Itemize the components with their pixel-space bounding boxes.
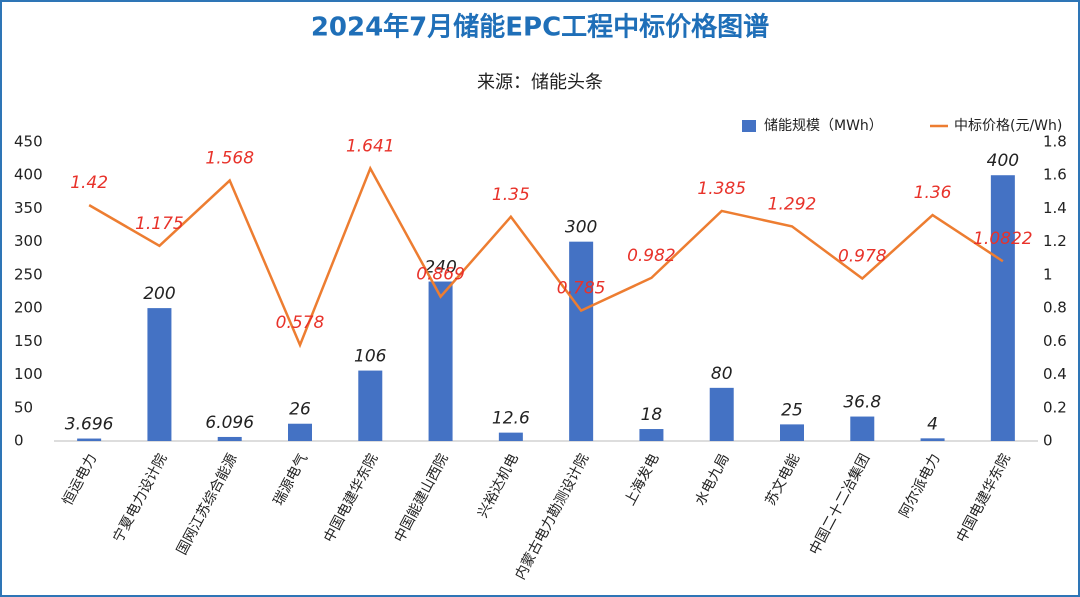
y2-tick-label: 1.4 [1043,199,1067,217]
bar [288,423,312,441]
y-tick-label: 450 [14,133,43,151]
line-value-label: 0.578 [276,313,325,333]
bar [780,424,804,441]
bar [77,438,102,441]
bar [498,432,523,441]
bar-value-label: 36.8 [843,393,881,413]
bar [217,436,242,441]
legend-label: 中标价格(元/Wh) [954,118,1062,134]
line-value-label: 1.36 [914,183,952,203]
bar-value-label: 300 [565,218,597,238]
bar [639,429,664,441]
y2-tick-label: 1.8 [1043,133,1067,151]
y-tick-label: 0 [14,432,24,450]
y2-tick-label: 0.8 [1043,299,1067,317]
bar-value-label: 106 [354,347,387,367]
y-tick-label: 300 [14,232,43,250]
line [88,165,1004,349]
chart-subtitle: 来源：储能头条 [477,72,603,93]
bar [428,281,453,441]
legend-swatch [742,120,756,132]
line-value-label: 1.641 [346,136,395,156]
bar-value-label: 400 [987,151,1019,171]
line-value-label: 0.869 [416,265,465,285]
bar [569,241,594,441]
y2-tick-label: 1.6 [1043,166,1067,184]
y2-tick-label: 0.2 [1043,398,1067,416]
bar [358,370,383,441]
bar-value-label: 6.096 [205,413,254,433]
line-value-label: 1.568 [205,149,254,169]
y2-tick-label: 0.6 [1043,332,1067,350]
bar-value-label: 3.696 [65,415,114,435]
y-tick-label: 150 [14,332,43,350]
bar-value-label: 18 [641,405,663,425]
bar [920,438,945,441]
line-value-label: 1.292 [768,194,817,214]
line-value-label: 1.175 [135,214,184,234]
bar-value-label: 25 [781,400,803,420]
line-value-label: 1.42 [70,173,108,193]
bar [147,308,172,441]
y2-tick-label: 1.2 [1043,232,1067,250]
line-value-label: 1.35 [492,185,530,205]
y-tick-label: 50 [14,398,33,416]
y-tick-label: 200 [14,299,43,317]
line-value-label: 0.978 [838,247,887,267]
bar-value-label: 12.6 [492,409,530,429]
line-value-label: 1.0822 [973,229,1032,249]
line-value-label: 1.385 [697,179,746,199]
bar-value-label: 200 [143,284,175,304]
y-tick-label: 250 [14,265,43,283]
bar-value-label: 80 [711,364,733,384]
bar [990,175,1015,441]
y-tick-label: 100 [14,365,43,383]
bar-value-label: 240 [424,258,456,278]
bar-value-label: 26 [289,400,311,420]
y2-tick-label: 1 [1043,265,1053,283]
y2-tick-label: 0 [1043,432,1053,450]
chart-title: 2024年7月储能EPC工程中标价格图谱 [311,12,769,43]
bar [850,416,875,441]
legend-label: 储能规模（MWh） [764,118,883,134]
bar [709,387,734,441]
bar-value-label: 4 [927,414,938,434]
line-value-label: 0.982 [627,246,676,266]
y-tick-label: 400 [14,166,43,184]
y2-tick-label: 0.4 [1043,365,1067,383]
line-value-label: 0.785 [557,279,606,299]
y-tick-label: 350 [14,199,43,217]
